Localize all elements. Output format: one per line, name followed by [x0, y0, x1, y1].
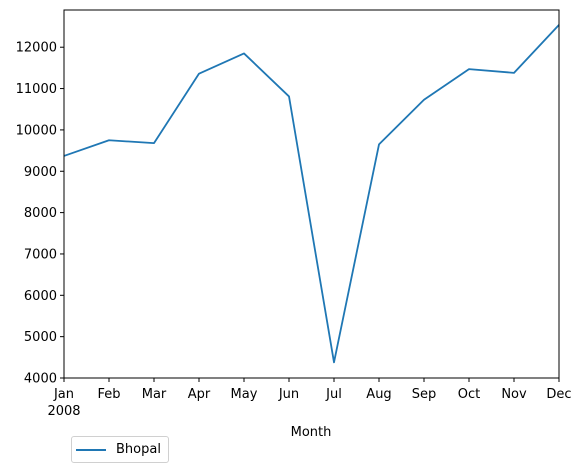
y-tick-label: 10000	[16, 123, 57, 138]
legend: Bhopal	[71, 436, 169, 463]
y-tick-label: 8000	[24, 206, 57, 221]
x-tick-label: Mar	[142, 387, 167, 402]
x-tick-label: May	[231, 387, 258, 402]
x-axis-year-label: 2008	[47, 404, 80, 419]
y-tick-label: 11000	[16, 82, 57, 97]
x-tick-label: Oct	[458, 387, 480, 402]
x-axis-ticks: Jan Feb Mar Apr May Jun Jul Aug Sep Oct Nov Dec	[53, 378, 572, 402]
y-tick-label: 12000	[16, 41, 57, 56]
y-tick-label: 4000	[24, 372, 57, 387]
x-tick-label: Jan	[53, 387, 74, 402]
x-tick-label: Apr	[188, 387, 211, 402]
legend-label-bhopal: Bhopal	[116, 442, 161, 457]
y-tick-label: 9000	[24, 165, 57, 180]
x-tick-label: Sep	[412, 387, 437, 402]
y-axis-ticks: 4000 5000 6000 7000 8000 9000 10000 11000 12000	[16, 41, 64, 387]
x-tick-label: Dec	[546, 387, 571, 402]
x-tick-label: Feb	[97, 387, 120, 402]
series-line-bhopal	[63, 24, 560, 364]
x-tick-label: Jul	[325, 387, 342, 402]
series-layer	[63, 24, 560, 364]
legend-swatch-bhopal	[76, 448, 106, 451]
x-tick-label: Jun	[278, 387, 299, 402]
x-axis-title: Month	[291, 425, 332, 440]
plot-frame	[63, 9, 560, 379]
y-tick-label: 5000	[24, 330, 57, 345]
x-tick-label: Aug	[366, 387, 391, 402]
y-tick-label: 6000	[24, 289, 57, 304]
x-tick-label: Nov	[501, 387, 527, 402]
y-tick-label: 7000	[24, 247, 57, 262]
